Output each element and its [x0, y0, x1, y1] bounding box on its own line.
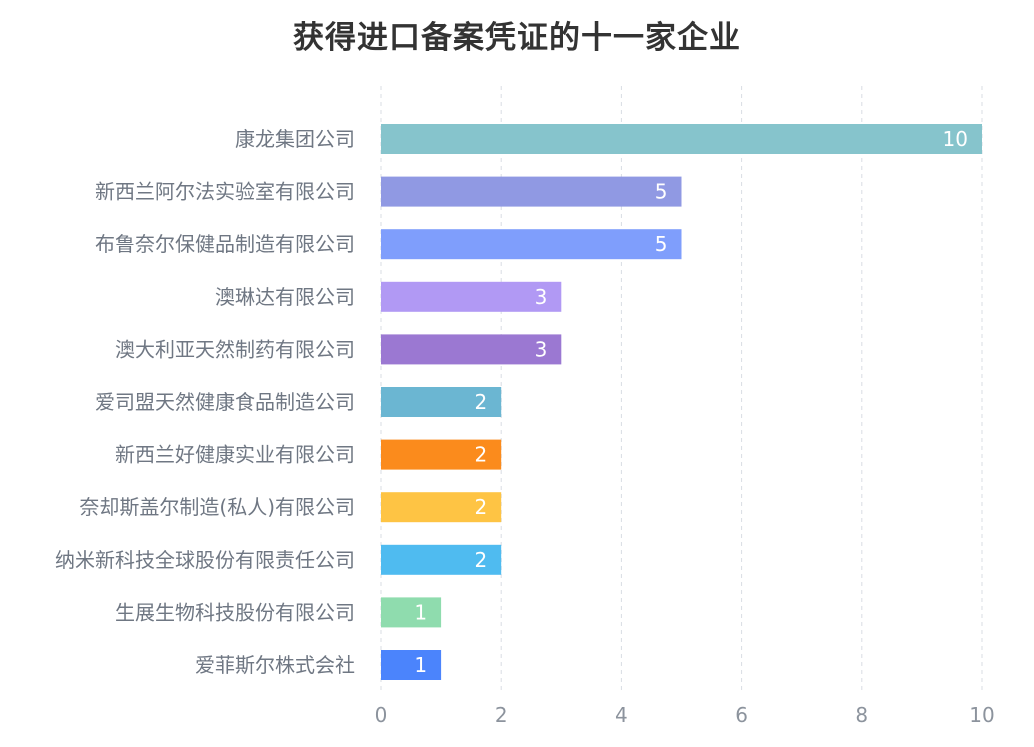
bar-value-label: 1 — [414, 653, 427, 677]
chart-title: 获得进口备案凭证的十一家企业 — [293, 20, 741, 56]
x-tick-label: 10 — [969, 703, 994, 727]
bar — [381, 334, 562, 365]
category-label: 布鲁奈尔保健品制造有限公司 — [95, 232, 355, 256]
bar — [381, 124, 982, 154]
x-tick-label: 2 — [495, 703, 508, 727]
category-labels: 康龙集团公司新西兰阿尔法实验室有限公司布鲁奈尔保健品制造有限公司澳琳达有限公司澳… — [55, 127, 355, 677]
bar — [381, 492, 502, 523]
bar — [381, 597, 442, 628]
category-label: 纳米新科技全球股份有限责任公司 — [55, 548, 355, 572]
bar-value-label: 10 — [943, 127, 968, 151]
category-label: 新西兰阿尔法实验室有限公司 — [95, 180, 355, 204]
bar — [381, 229, 682, 260]
x-tick-label: 8 — [855, 703, 868, 727]
bar-value-label: 5 — [655, 180, 668, 204]
bar — [381, 544, 502, 575]
category-label: 爱菲斯尔株式会社 — [195, 653, 355, 677]
category-label: 生展生物科技股份有限公司 — [115, 600, 355, 624]
bar-value-label: 3 — [535, 337, 548, 361]
bar — [381, 650, 442, 680]
category-label: 澳大利亚天然制药有限公司 — [115, 337, 355, 361]
category-label: 爱司盟天然健康食品制造公司 — [95, 390, 355, 414]
x-tick-label: 0 — [375, 703, 388, 727]
bar — [381, 176, 682, 207]
bar-value-label: 2 — [474, 495, 487, 519]
x-tick-label: 4 — [615, 703, 628, 727]
x-tick-labels: 0 2 4 6 8 10 — [375, 703, 995, 727]
bar-value-label: 2 — [474, 548, 487, 572]
bars: 10 5 5 3 3 2 2 2 2 1 1 — [381, 124, 982, 680]
bar — [381, 439, 502, 470]
bar — [381, 387, 502, 417]
bar-value-label: 1 — [414, 600, 427, 624]
bar-value-label: 5 — [655, 232, 668, 256]
category-label: 新西兰好健康实业有限公司 — [115, 443, 355, 467]
category-label: 澳琳达有限公司 — [215, 285, 355, 309]
bar-value-label: 3 — [535, 285, 548, 309]
bar — [381, 281, 562, 312]
category-label: 康龙集团公司 — [235, 127, 355, 151]
category-label: 奈却斯盖尔制造(私人)有限公司 — [79, 495, 355, 519]
x-tick-label: 6 — [735, 703, 748, 727]
bar-value-label: 2 — [474, 443, 487, 467]
bar-value-label: 2 — [474, 390, 487, 414]
